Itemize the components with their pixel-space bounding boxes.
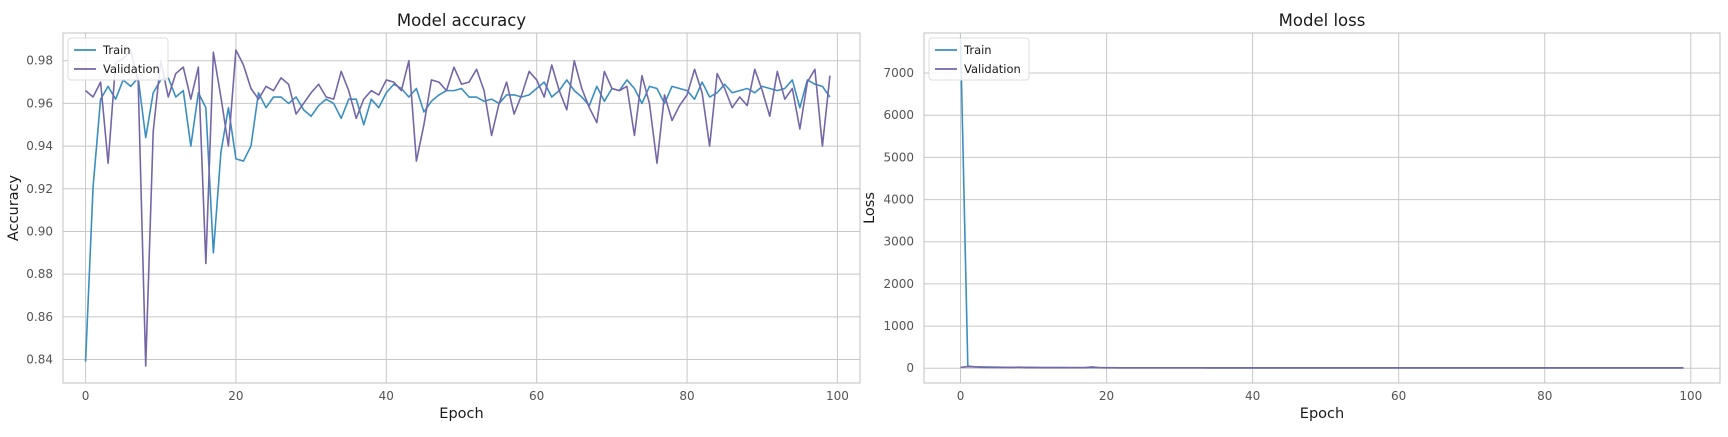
accuracy-legend-validation-label: Validation [103,62,160,76]
accuracy-plot-frame [62,32,861,384]
accuracy-chart: 0 20 40 60 80 100 0.84 0.86 0.88 0.90 0.92 0.94 0.9… [6,11,861,422]
loss-x-tick-label: 20 [1099,389,1114,403]
accuracy-grid [63,33,860,383]
accuracy-y-ticks: 0.84 0.86 0.88 0.90 0.92 0.94 0.96 0.98 [26,54,53,367]
loss-y-tick-label: 6000 [883,108,914,122]
accuracy-y-tick-label: 0.96 [26,96,53,110]
loss-x-tick-label: 0 [957,389,965,403]
loss-y-tick-label: 3000 [883,235,914,249]
loss-chart: 0 20 40 60 80 100 0 1000 2000 3000 4000 5000 6000 70… [862,11,1721,422]
loss-x-tick-label: 40 [1245,389,1260,403]
accuracy-legend-train-label: Train [102,43,131,57]
loss-legend: Train Validation [928,37,1030,81]
loss-x-tick-label: 100 [1679,389,1702,403]
loss-plot-frame [923,32,1721,384]
loss-series-layer [959,37,1684,369]
accuracy-y-tick-label: 0.90 [26,224,53,238]
accuracy-series-layer [84,49,831,367]
accuracy-x-tick-label: 80 [679,389,694,403]
loss-x-tick-label: 80 [1537,389,1552,403]
accuracy-y-tick-label: 0.92 [26,182,53,196]
accuracy-x-tick-label: 20 [228,389,243,403]
loss-x-ticks: 0 20 40 60 80 100 [957,389,1703,403]
accuracy-y-tick-label: 0.98 [26,54,53,68]
loss-legend-train-label: Train [963,43,992,57]
accuracy-chart-title: Model accuracy [397,11,526,30]
loss-x-tick-label: 60 [1391,389,1406,403]
loss-series-validation-line [960,365,1684,369]
accuracy-x-tick-label: 0 [82,389,90,403]
loss-y-ticks: 0 1000 2000 3000 4000 5000 6000 7000 [883,66,914,375]
loss-y-tick-label: 7000 [883,66,914,80]
accuracy-y-tick-label: 0.88 [26,267,53,281]
loss-y-tick-label: 2000 [883,277,914,291]
accuracy-x-axis-label: Epoch [439,406,483,422]
accuracy-y-tick-label: 0.86 [26,310,53,324]
loss-x-axis-label: Epoch [1300,406,1344,422]
accuracy-series-validation-line [85,49,831,367]
loss-grid [924,33,1720,383]
accuracy-x-ticks: 0 20 40 60 80 100 [82,389,849,403]
loss-y-tick-label: 1000 [883,319,914,333]
loss-legend-validation-label: Validation [964,62,1021,76]
loss-y-axis-label: Loss [862,192,878,224]
loss-y-tick-label: 5000 [883,150,914,164]
accuracy-x-tick-label: 100 [826,389,849,403]
loss-series-train-line [959,37,1684,369]
loss-y-tick-label: 0 [906,361,914,375]
accuracy-x-tick-label: 60 [529,389,544,403]
accuracy-y-tick-label: 0.84 [26,353,53,367]
loss-y-tick-label: 4000 [883,193,914,207]
accuracy-x-tick-label: 40 [379,389,394,403]
accuracy-series-train-line [84,77,831,362]
accuracy-legend: Train Validation [67,37,169,81]
accuracy-y-tick-label: 0.94 [26,139,53,153]
accuracy-y-axis-label: Accuracy [6,174,22,241]
loss-chart-title: Model loss [1279,11,1366,30]
